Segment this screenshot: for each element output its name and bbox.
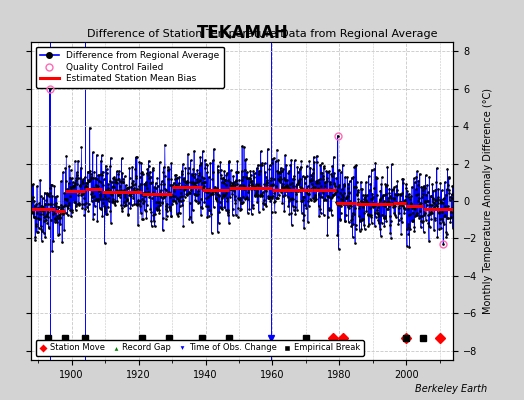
Text: Berkeley Earth: Berkeley Earth	[415, 384, 487, 394]
Legend: Station Move, Record Gap, Time of Obs. Change, Empirical Break: Station Move, Record Gap, Time of Obs. C…	[36, 340, 364, 356]
Y-axis label: Monthly Temperature Anomaly Difference (°C): Monthly Temperature Anomaly Difference (…	[483, 88, 493, 314]
Text: Difference of Station Temperature Data from Regional Average: Difference of Station Temperature Data f…	[87, 29, 437, 39]
Title: TEKAMAH: TEKAMAH	[196, 24, 288, 42]
